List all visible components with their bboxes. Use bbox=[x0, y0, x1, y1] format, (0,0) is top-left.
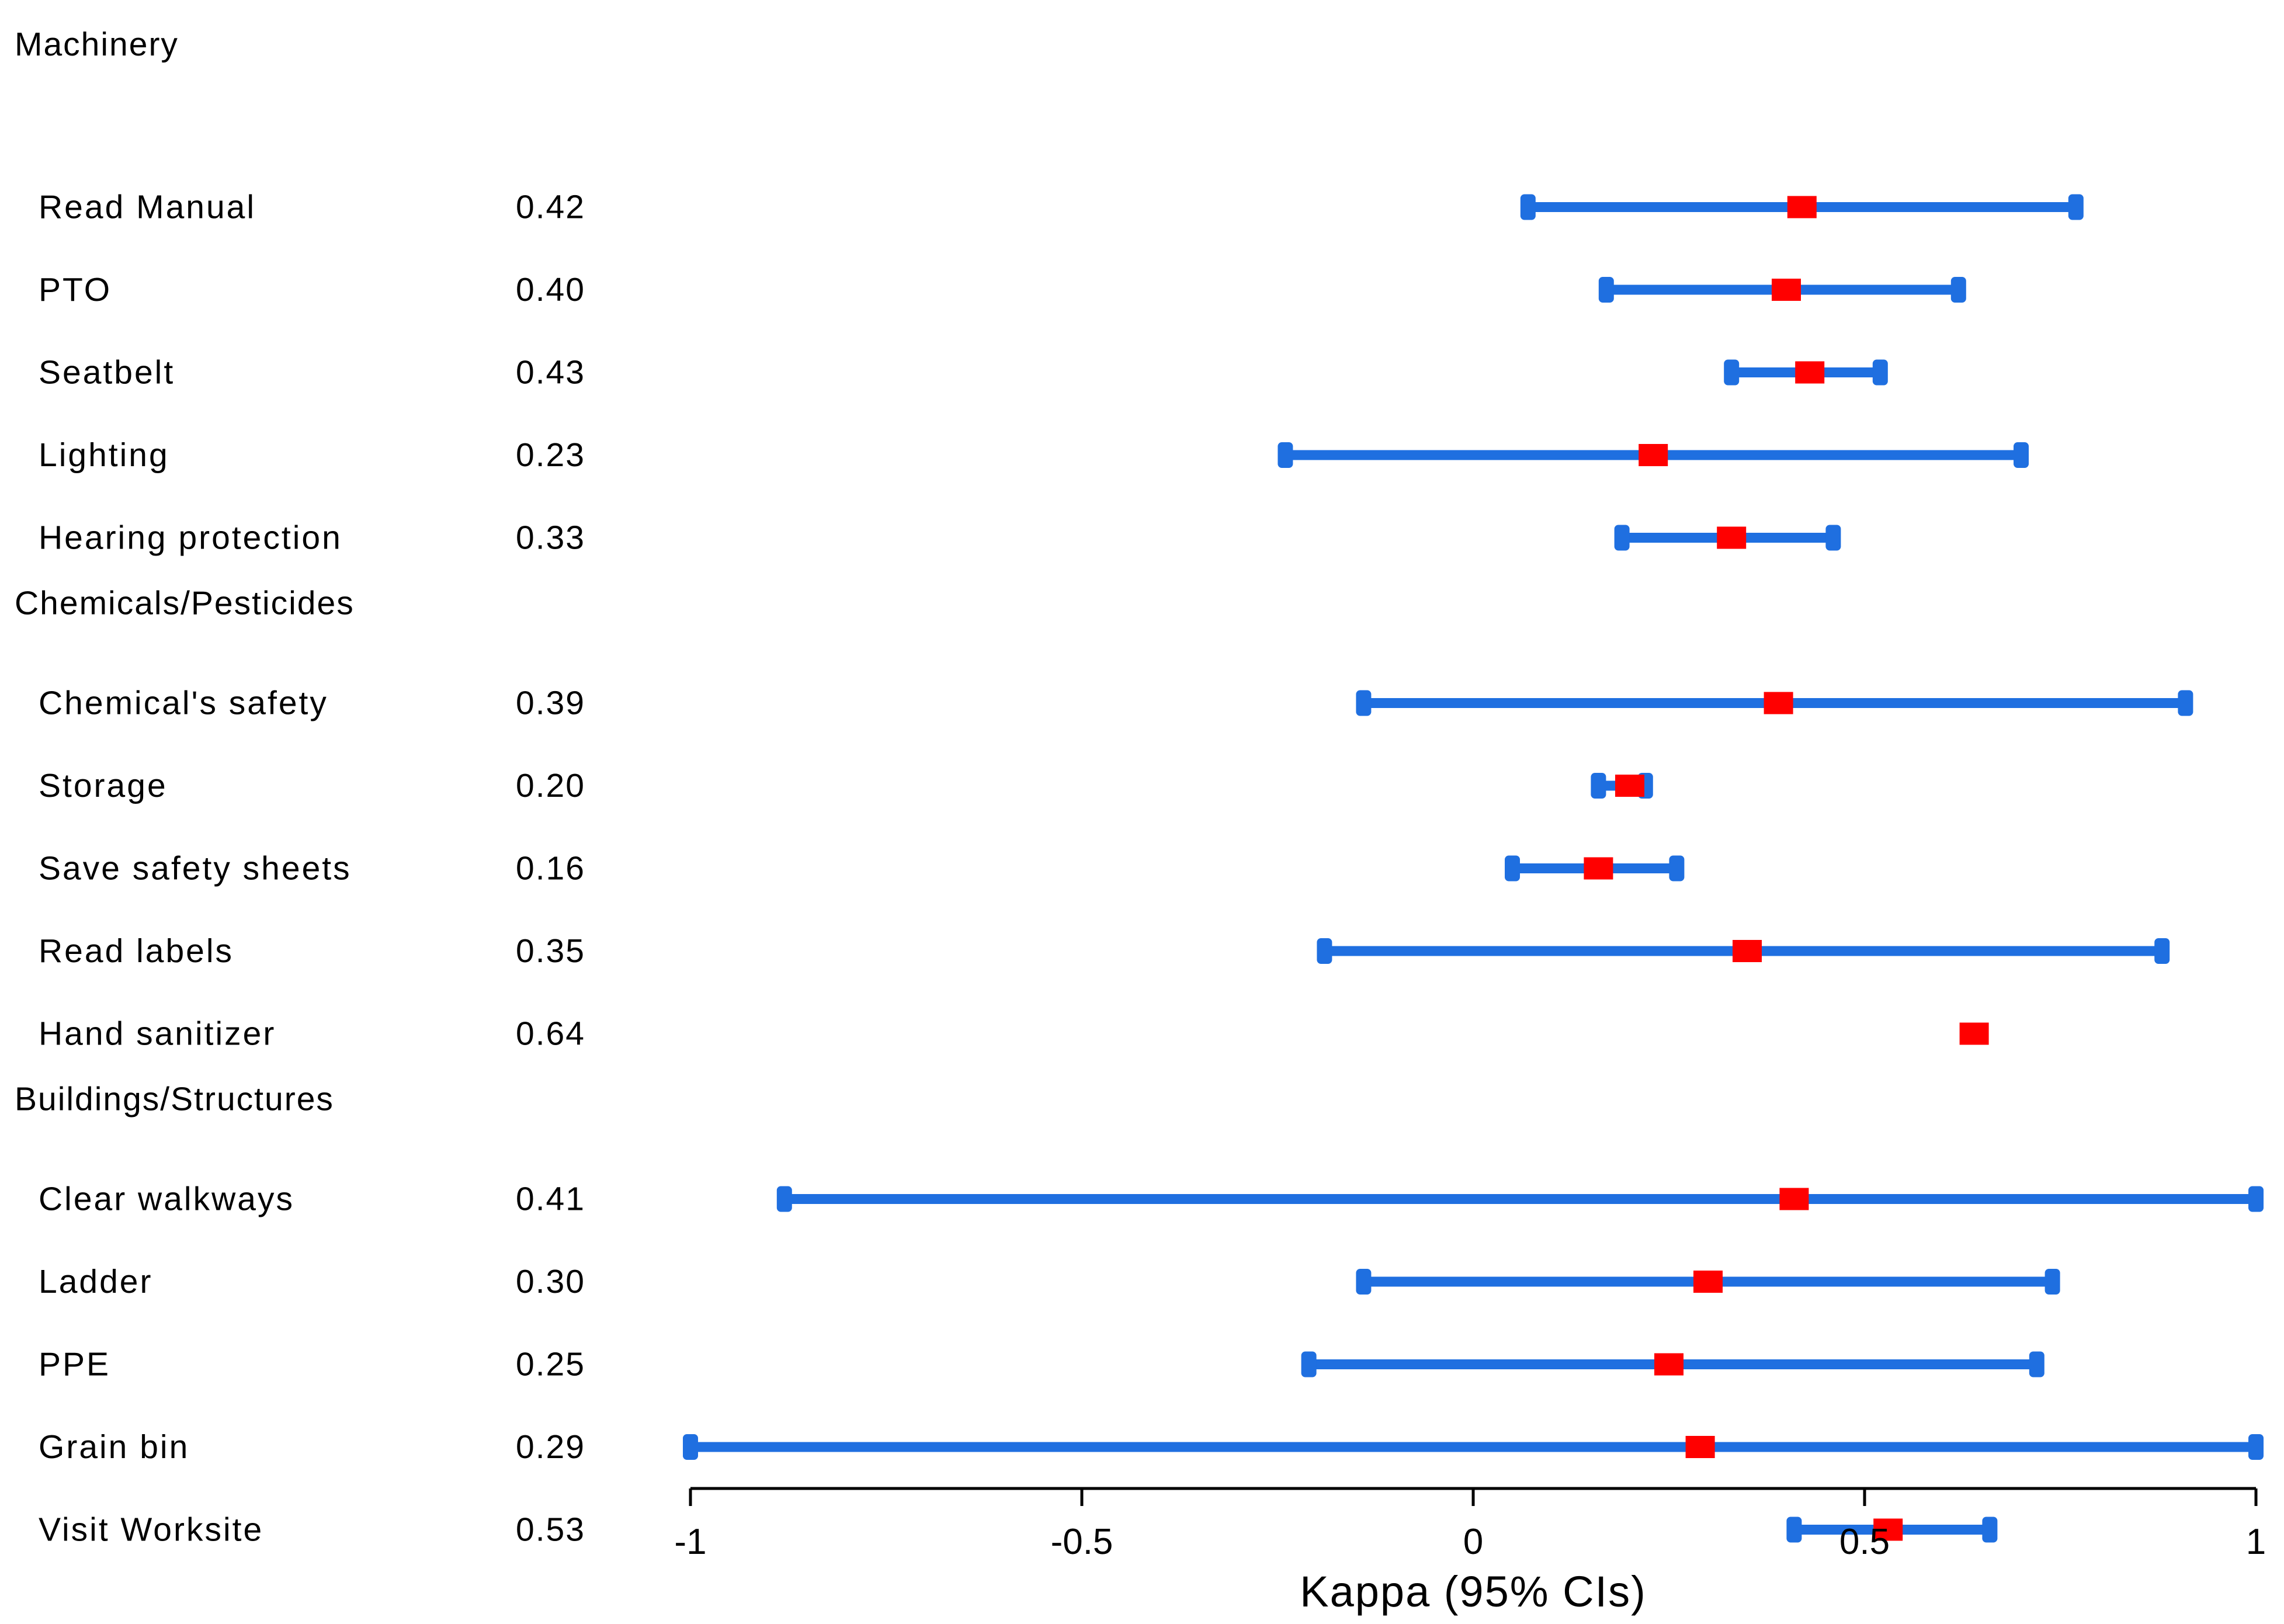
forest-row: Grain bin 0.29 bbox=[39, 1428, 2264, 1466]
kappa-value: 0.41 bbox=[516, 1181, 585, 1218]
ci-cap-lower bbox=[1591, 773, 1606, 799]
ci-cap-lower bbox=[1317, 938, 1332, 964]
point-estimate bbox=[1584, 857, 1613, 880]
point-estimate bbox=[1685, 1436, 1715, 1458]
ci-cap-upper bbox=[1950, 277, 1966, 303]
x-tick-label: 1 bbox=[2246, 1522, 2266, 1562]
forest-row: Visit Worksite 0.53 bbox=[39, 1511, 1998, 1549]
point-estimate bbox=[1717, 526, 1747, 549]
kappa-value: 0.42 bbox=[516, 189, 585, 226]
ci-cap-upper bbox=[2068, 194, 2084, 220]
forest-row: PTO 0.40 bbox=[39, 271, 1966, 308]
kappa-value: 0.16 bbox=[516, 850, 585, 887]
row-label: Seatbelt bbox=[39, 354, 175, 391]
ci-cap-upper bbox=[2178, 690, 2193, 716]
kappa-value: 0.33 bbox=[516, 519, 585, 557]
ci-cap-lower bbox=[1520, 194, 1536, 220]
ci-cap-lower bbox=[1356, 1269, 1372, 1295]
ci-cap-upper bbox=[2029, 1351, 2045, 1377]
kappa-value: 0.29 bbox=[516, 1428, 585, 1466]
point-estimate bbox=[1733, 940, 1762, 962]
row-label: Chemical's safety bbox=[39, 685, 328, 722]
x-tick-label: 0 bbox=[1463, 1522, 1483, 1562]
point-estimate bbox=[1787, 196, 1817, 218]
group-heading: Chemicals/Pesticides bbox=[15, 585, 355, 622]
ci-cap-lower bbox=[1301, 1351, 1317, 1377]
point-estimate bbox=[1795, 361, 1825, 384]
row-label: Read Manual bbox=[39, 189, 256, 226]
ci-cap-lower bbox=[1598, 277, 1614, 303]
point-estimate bbox=[1873, 1518, 1903, 1541]
ci-cap-upper bbox=[2014, 442, 2029, 468]
kappa-value: 0.39 bbox=[516, 685, 585, 722]
forest-row: Read Manual 0.42 bbox=[39, 189, 2084, 226]
row-label: PTO bbox=[39, 271, 112, 308]
point-estimate bbox=[1779, 1188, 1809, 1210]
ci-cap-lower bbox=[1278, 442, 1293, 468]
ci-cap-lower bbox=[1505, 855, 1520, 882]
row-label: Hand sanitizer bbox=[39, 1015, 276, 1053]
ci-cap-lower bbox=[1786, 1517, 1802, 1543]
point-estimate bbox=[1615, 775, 1644, 797]
row-label: Lighting bbox=[39, 436, 169, 474]
row-label: Storage bbox=[39, 767, 168, 804]
forest-row: Hand sanitizer 0.64 bbox=[39, 1015, 1989, 1053]
ci-cap-lower bbox=[683, 1434, 698, 1460]
row-label: Visit Worksite bbox=[39, 1511, 263, 1549]
ci-cap-lower bbox=[1724, 359, 1740, 386]
ci-cap-upper bbox=[2248, 1186, 2264, 1212]
x-tick-label: 0.5 bbox=[1839, 1522, 1890, 1562]
point-estimate bbox=[1772, 279, 1801, 301]
group-heading: Machinery bbox=[15, 26, 179, 63]
row-label: Save safety sheets bbox=[39, 850, 352, 887]
x-tick-label: -0.5 bbox=[1051, 1522, 1113, 1562]
forest-row: Storage 0.20 bbox=[39, 767, 1653, 804]
kappa-value: 0.30 bbox=[516, 1263, 585, 1300]
x-tick-label: -1 bbox=[674, 1522, 706, 1562]
kappa-value: 0.64 bbox=[516, 1015, 585, 1053]
ci-cap-upper bbox=[1982, 1517, 1998, 1543]
ci-cap-upper bbox=[1669, 855, 1685, 882]
kappa-value: 0.20 bbox=[516, 767, 585, 804]
forest-row: Seatbelt 0.43 bbox=[39, 354, 1888, 391]
kappa-value: 0.23 bbox=[516, 436, 585, 474]
forest-row: PPE 0.25 bbox=[39, 1346, 2045, 1383]
x-axis: -1 -0.5 0 0.5 1 Kappa (95% CIs) bbox=[674, 1487, 2266, 1616]
ci-cap-upper bbox=[2154, 938, 2170, 964]
forest-row: Clear walkways 0.41 bbox=[39, 1181, 2264, 1218]
ci-cap-lower bbox=[1356, 690, 1372, 716]
kappa-value: 0.53 bbox=[516, 1511, 585, 1549]
kappa-value: 0.43 bbox=[516, 354, 585, 391]
kappa-value: 0.35 bbox=[516, 932, 585, 970]
ci-cap-lower bbox=[1614, 525, 1630, 551]
ci-cap-upper bbox=[1825, 525, 1841, 551]
row-label: Hearing protection bbox=[39, 519, 342, 557]
row-label: Grain bin bbox=[39, 1428, 189, 1466]
group-heading: Buildings/Structures bbox=[15, 1081, 334, 1118]
kappa-value: 0.40 bbox=[516, 271, 585, 308]
kappa-value: 0.25 bbox=[516, 1346, 585, 1383]
point-estimate bbox=[1764, 692, 1793, 714]
row-label: Read labels bbox=[39, 932, 234, 970]
forest-row: Hearing protection 0.33 bbox=[39, 519, 1841, 557]
point-estimate bbox=[1654, 1353, 1684, 1376]
point-estimate bbox=[1639, 444, 1668, 466]
forest-row: Ladder 0.30 bbox=[39, 1263, 2060, 1300]
row-label: Ladder bbox=[39, 1263, 153, 1300]
forest-row: Lighting 0.23 bbox=[39, 436, 2029, 474]
row-label: Clear walkways bbox=[39, 1181, 294, 1218]
forest-row: Read labels 0.35 bbox=[39, 932, 2170, 970]
point-estimate bbox=[1693, 1271, 1723, 1293]
ci-cap-upper bbox=[2248, 1434, 2264, 1460]
ci-cap-upper bbox=[2045, 1269, 2060, 1295]
row-label: PPE bbox=[39, 1346, 110, 1383]
forest-row: Chemical's safety 0.39 bbox=[39, 685, 2193, 722]
forest-row: Save safety sheets 0.16 bbox=[39, 850, 1685, 887]
point-estimate bbox=[1959, 1022, 1989, 1045]
x-axis-title: Kappa (95% CIs) bbox=[1300, 1567, 1647, 1616]
ci-cap-lower bbox=[776, 1186, 792, 1212]
ci-cap-upper bbox=[1872, 359, 1888, 386]
